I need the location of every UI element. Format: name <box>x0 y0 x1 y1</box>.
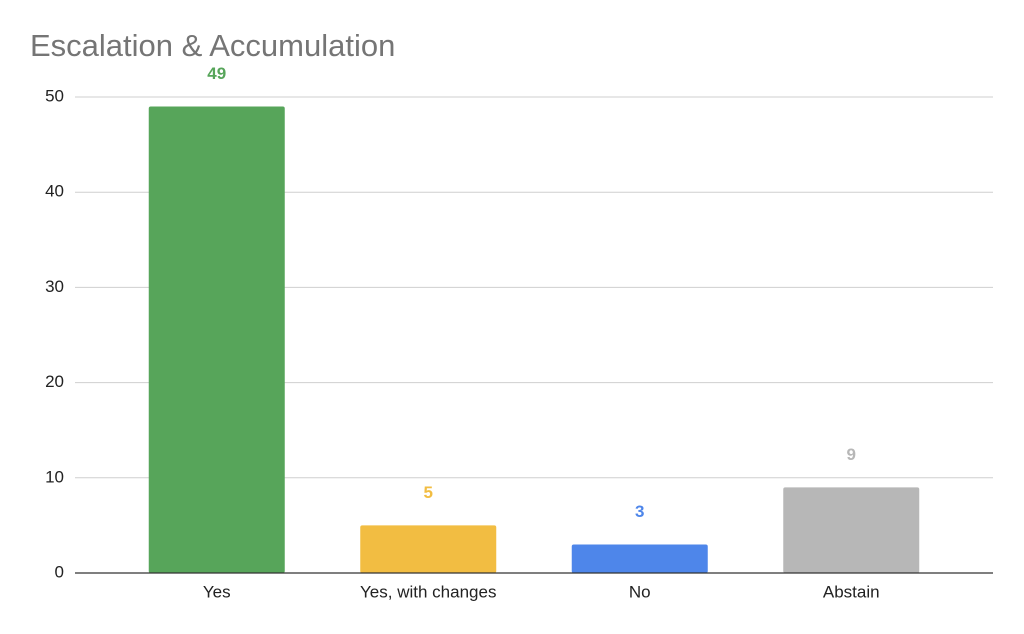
y-tick-label: 20 <box>45 372 64 391</box>
y-tick-label: 50 <box>45 86 64 105</box>
x-tick-label: Abstain <box>823 582 880 601</box>
bar <box>571 544 708 573</box>
data-label: 49 <box>207 64 226 83</box>
bar <box>783 487 920 573</box>
data-label: 3 <box>635 502 644 521</box>
y-tick-label: 30 <box>45 277 64 296</box>
data-label: 5 <box>424 483 433 502</box>
bar <box>360 525 497 573</box>
bar <box>148 106 285 574</box>
x-tick-label: Yes, with changes <box>360 582 496 601</box>
x-tick-label: Yes <box>203 582 231 601</box>
y-tick-label: 40 <box>45 182 64 201</box>
chart-title: Escalation & Accumulation <box>30 28 395 63</box>
data-label: 9 <box>847 445 856 464</box>
y-tick-label: 0 <box>55 562 64 581</box>
y-tick-label: 10 <box>45 467 64 486</box>
x-tick-label: No <box>629 582 651 601</box>
